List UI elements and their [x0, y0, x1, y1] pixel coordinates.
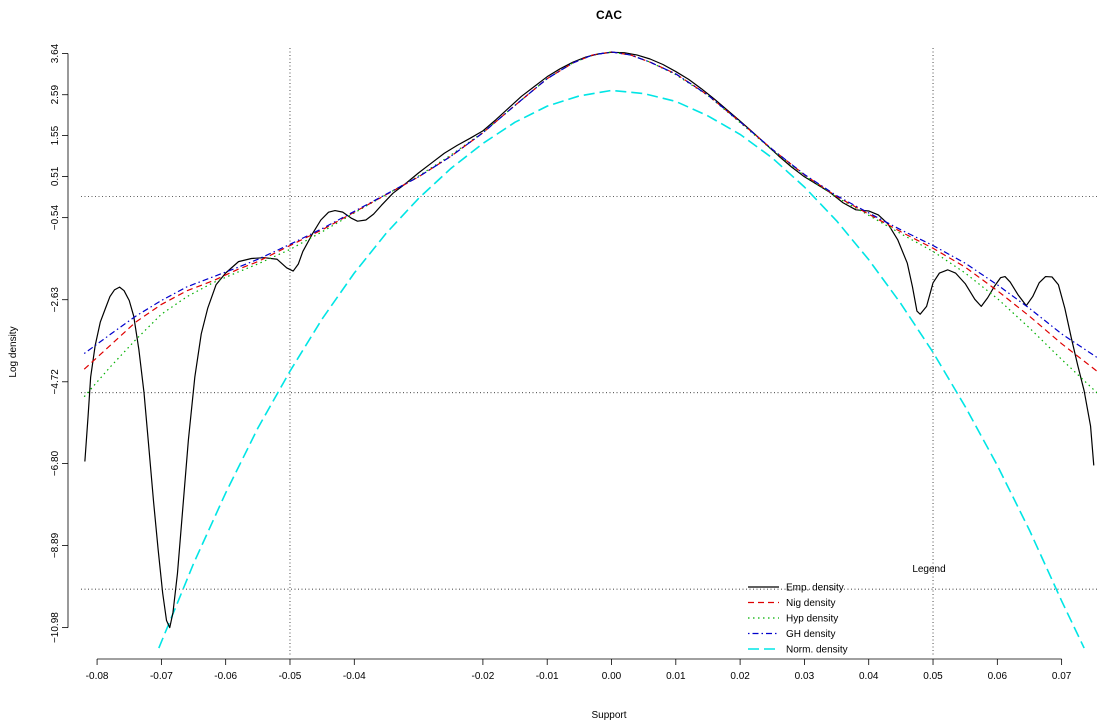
series-line-nig-density: [83, 51, 1097, 372]
y-axis: 3.64 2.59 1.55 0.51 −0.54 −2.63 −4.72 −6.80 −8.8…: [50, 43, 69, 643]
y-tick-label: 2.59: [50, 85, 61, 105]
x-tick-label: 0.00: [602, 671, 622, 682]
x-tick-label: 0.05: [923, 671, 943, 682]
y-tick-label: −0.54: [50, 205, 61, 231]
x-axis-label: Support: [591, 710, 626, 721]
series-line-hyp-density: [83, 51, 1097, 398]
legend-label: GH density: [786, 629, 835, 640]
series-line-emp-density: [84, 51, 1095, 629]
y-tick-label: −8.89: [50, 532, 61, 558]
x-tick-label: 0.02: [730, 671, 750, 682]
x-tick-label: 0.01: [666, 671, 686, 682]
legend: Legend Emp. density Nig density Hyp densit…: [748, 564, 946, 656]
x-tick-label: -0.02: [472, 671, 495, 682]
chart-title: CAC: [596, 8, 622, 22]
x-tick-label: -0.08: [86, 671, 109, 682]
x-tick-label: -0.04: [343, 671, 366, 682]
legend-title: Legend: [912, 564, 945, 575]
y-tick-label: −4.72: [50, 369, 61, 395]
y-axis-label: Log density: [8, 326, 19, 377]
legend-label: Emp. density: [786, 583, 844, 594]
y-tick-label: −10.98: [50, 612, 61, 643]
series-layer: [83, 51, 1097, 649]
x-tick-label: 0.04: [859, 671, 879, 682]
y-tick-label: 3.64: [50, 43, 61, 63]
legend-label: Hyp density: [786, 614, 838, 625]
x-axis: -0.08 -0.07 -0.06 -0.05 -0.04 -0.02 -0.01 0.00 0…: [86, 658, 1072, 682]
x-tick-label: -0.01: [536, 671, 559, 682]
series-line-norm-density: [158, 89, 1085, 649]
legend-label: Norm. density: [786, 645, 848, 656]
y-tick-label: 0.51: [50, 166, 61, 186]
series-line-gh-density: [83, 51, 1097, 358]
x-tick-label: 0.06: [988, 671, 1008, 682]
x-tick-label: -0.05: [279, 671, 302, 682]
grid: [81, 48, 1097, 655]
y-tick-label: 1.55: [50, 125, 61, 145]
x-tick-label: 0.03: [795, 671, 815, 682]
y-tick-label: −2.63: [50, 287, 61, 313]
x-tick-label: 0.07: [1052, 671, 1072, 682]
x-tick-label: -0.07: [150, 671, 173, 682]
y-tick-label: −6.80: [50, 450, 61, 476]
legend-label: Nig density: [786, 598, 835, 609]
x-tick-label: -0.06: [214, 671, 237, 682]
